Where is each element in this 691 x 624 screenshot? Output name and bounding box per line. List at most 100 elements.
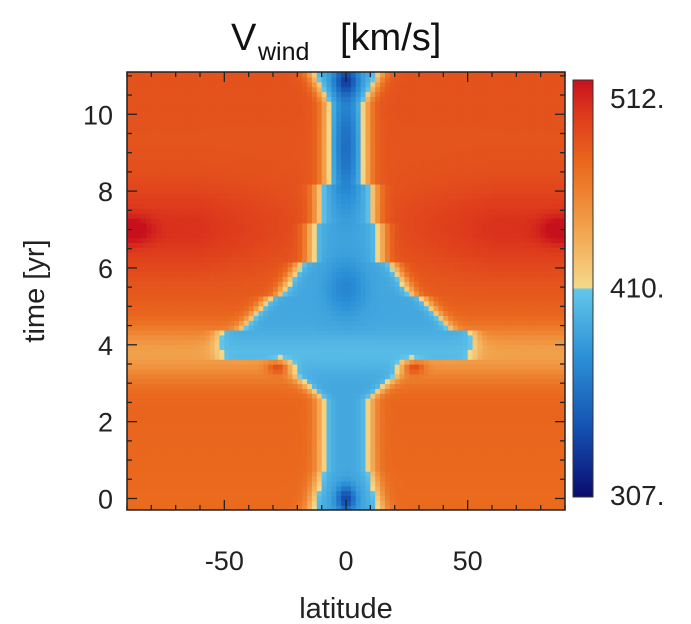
heatmap-cell bbox=[292, 456, 298, 462]
heatmap-cell bbox=[258, 320, 264, 326]
heatmap-cell bbox=[443, 505, 449, 510]
heatmap-cell bbox=[229, 359, 235, 365]
heatmap-cell bbox=[341, 291, 347, 297]
heatmap-cell bbox=[331, 256, 337, 263]
heatmap-cell bbox=[496, 354, 503, 360]
heatmap-cell bbox=[219, 383, 225, 389]
heatmap-cell bbox=[326, 261, 332, 268]
heatmap-cell bbox=[384, 364, 391, 370]
heatmap-cell bbox=[253, 281, 259, 287]
heatmap-cell bbox=[550, 344, 556, 350]
heatmap-cell bbox=[467, 242, 474, 248]
heatmap-cell bbox=[307, 490, 313, 496]
heatmap-cell bbox=[161, 334, 167, 341]
heatmap-cell bbox=[462, 300, 469, 307]
heatmap-cell bbox=[263, 485, 269, 492]
heatmap-cell bbox=[214, 271, 221, 277]
heatmap-cell bbox=[438, 378, 444, 385]
heatmap-cell bbox=[292, 359, 298, 365]
heatmap-cell bbox=[516, 475, 522, 482]
heatmap-cell bbox=[389, 354, 396, 360]
heatmap-cell bbox=[151, 242, 157, 248]
heatmap-cell bbox=[453, 446, 459, 453]
heatmap-cell bbox=[506, 344, 513, 350]
heatmap-cell bbox=[316, 344, 323, 350]
heatmap-cell bbox=[389, 471, 396, 477]
heatmap-cell bbox=[394, 373, 401, 380]
heatmap-cell bbox=[365, 500, 371, 506]
heatmap-cell bbox=[496, 466, 503, 472]
heatmap-cell bbox=[380, 373, 386, 380]
heatmap-cell bbox=[151, 432, 157, 438]
heatmap-cell bbox=[472, 281, 478, 287]
heatmap-cell bbox=[185, 466, 191, 472]
heatmap-cell bbox=[204, 383, 211, 389]
heatmap-cell bbox=[180, 378, 186, 385]
heatmap-cell bbox=[151, 252, 157, 258]
heatmap-cell bbox=[438, 398, 444, 404]
heatmap-cell bbox=[448, 480, 454, 487]
heatmap-cell bbox=[297, 281, 303, 287]
heatmap-cell bbox=[165, 334, 172, 341]
heatmap-cell bbox=[204, 432, 211, 438]
heatmap-cell bbox=[175, 461, 182, 467]
heatmap-cell bbox=[399, 349, 405, 355]
heatmap-cell bbox=[136, 446, 143, 453]
heatmap-cell bbox=[492, 373, 498, 380]
heatmap-cell bbox=[341, 329, 347, 336]
heatmap-cell bbox=[175, 291, 182, 297]
heatmap-cell bbox=[428, 480, 435, 487]
heatmap-cell bbox=[156, 485, 162, 492]
heatmap-cell bbox=[170, 364, 177, 370]
heatmap-cell bbox=[326, 383, 332, 389]
heatmap-cell bbox=[219, 349, 225, 355]
heatmap-cell bbox=[370, 271, 376, 277]
heatmap-cell bbox=[175, 466, 182, 472]
heatmap-cell bbox=[238, 417, 245, 423]
heatmap-cell bbox=[506, 383, 513, 389]
heatmap-cell bbox=[419, 247, 425, 253]
heatmap-cell bbox=[307, 456, 313, 462]
heatmap-cell bbox=[511, 407, 517, 414]
heatmap-cell bbox=[336, 252, 342, 258]
heatmap-cell bbox=[209, 451, 216, 458]
heatmap-cell bbox=[311, 364, 318, 370]
heatmap-cell bbox=[151, 475, 157, 482]
heatmap-cell bbox=[302, 364, 308, 370]
heatmap-cell bbox=[384, 310, 391, 316]
heatmap-cell bbox=[224, 441, 230, 448]
heatmap-cell bbox=[214, 388, 221, 394]
heatmap-cell bbox=[204, 480, 211, 487]
heatmap-cell bbox=[219, 475, 225, 482]
heatmap-cell bbox=[165, 271, 172, 277]
heatmap-cell bbox=[341, 480, 347, 487]
heatmap-cell bbox=[550, 485, 556, 492]
heatmap-cell bbox=[511, 310, 517, 316]
heatmap-cell bbox=[336, 402, 342, 409]
heatmap-cell bbox=[346, 388, 352, 394]
heatmap-cell bbox=[136, 412, 143, 419]
heatmap-cell bbox=[302, 320, 308, 326]
heatmap-cell bbox=[224, 461, 230, 467]
heatmap-cell bbox=[238, 393, 245, 399]
heatmap-cell bbox=[399, 471, 405, 477]
heatmap-cell bbox=[370, 437, 376, 443]
heatmap-cell bbox=[472, 271, 478, 277]
heatmap-cell bbox=[433, 432, 440, 438]
heatmap-cell bbox=[234, 490, 240, 496]
heatmap-cell bbox=[204, 349, 211, 355]
heatmap-cell bbox=[219, 495, 225, 501]
heatmap-cell bbox=[438, 266, 444, 273]
heatmap-cell bbox=[258, 344, 264, 350]
heatmap-cell bbox=[195, 329, 201, 336]
heatmap-cell bbox=[492, 256, 498, 263]
heatmap-cell bbox=[234, 237, 240, 243]
heatmap-cell bbox=[467, 505, 474, 510]
heatmap-cell bbox=[311, 402, 318, 409]
heatmap-cell bbox=[248, 305, 255, 312]
heatmap-cell bbox=[380, 471, 386, 477]
heatmap-cell bbox=[136, 281, 143, 287]
heatmap-cell bbox=[341, 378, 347, 385]
heatmap-cell bbox=[131, 378, 138, 385]
heatmap-cell bbox=[453, 291, 459, 297]
